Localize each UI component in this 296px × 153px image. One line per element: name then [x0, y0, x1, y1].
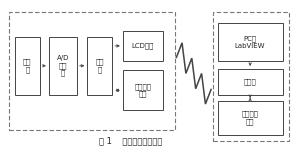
Text: 图 1    系统总体结构框图: 图 1 系统总体结构框图 [99, 136, 162, 145]
Text: 传感
器: 传感 器 [23, 59, 32, 73]
Bar [218, 69, 283, 95]
Text: 单片机: 单片机 [244, 78, 257, 85]
Text: A/D
转换
器: A/D 转换 器 [57, 55, 69, 76]
Text: LCD显示: LCD显示 [132, 43, 154, 49]
Bar [218, 101, 283, 135]
Bar [123, 70, 163, 110]
Bar [213, 12, 289, 141]
Text: PC机
LabVIEW: PC机 LabVIEW [235, 35, 266, 49]
Bar [218, 23, 283, 61]
Bar [49, 37, 77, 95]
Bar [87, 37, 112, 95]
Bar [123, 31, 163, 61]
Bar [9, 12, 175, 130]
Bar [15, 37, 40, 95]
Text: 无线通信
模块: 无线通信 模块 [134, 83, 151, 97]
Text: 单片
机: 单片 机 [96, 59, 104, 73]
Text: 无线通信
模块: 无线通信 模块 [242, 111, 259, 125]
